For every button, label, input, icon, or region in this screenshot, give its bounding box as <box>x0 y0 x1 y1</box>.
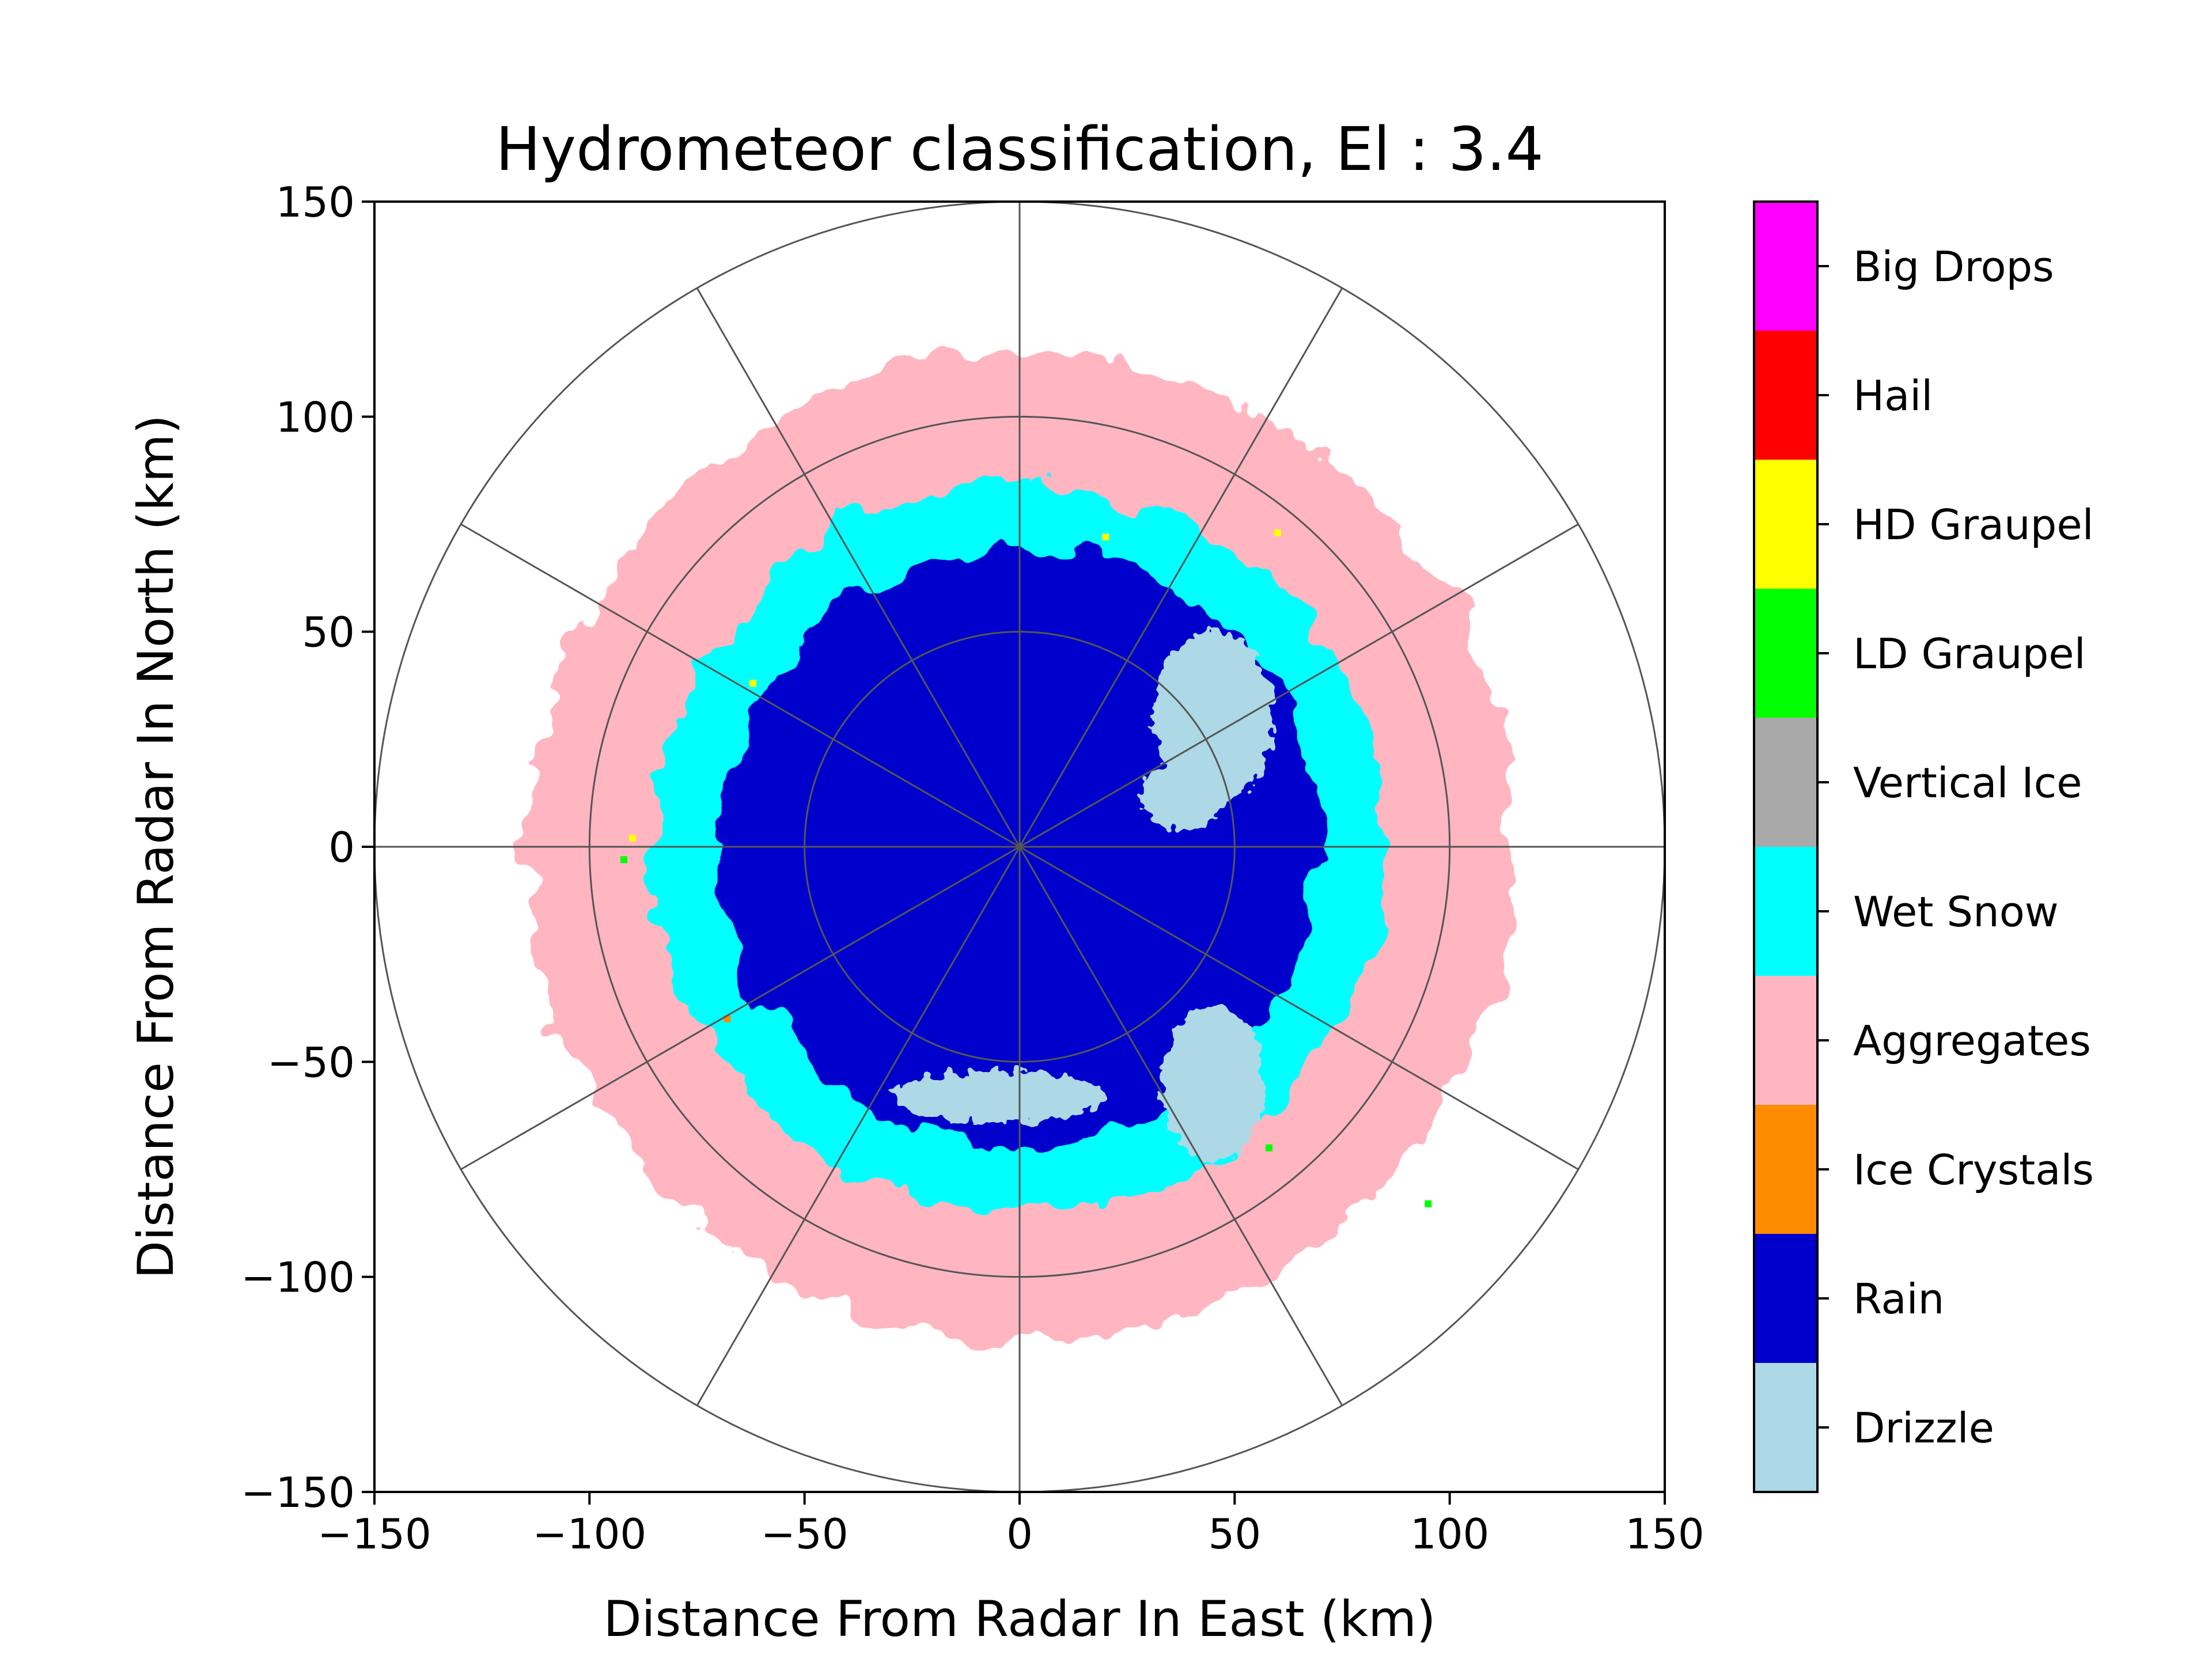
colorbar-swatch <box>1754 976 1817 1105</box>
y-tick-label: −150 <box>241 1468 355 1517</box>
colorbar-label: LD Graupel <box>1853 630 2086 678</box>
colorbar-label: Drizzle <box>1853 1404 1994 1452</box>
colorbar-label: Rain <box>1853 1275 1944 1323</box>
drizzle-patch <box>1140 760 1226 830</box>
azimuth-spoke <box>1019 523 1579 848</box>
x-axis-ticks: −150 −100 −50 0 50 100 150 <box>317 1492 1705 1558</box>
y-axis-ticks: −150 −100 −50 0 50 100 150 <box>241 178 374 1517</box>
colorbar-frame <box>1753 200 1819 1493</box>
graupel-speck <box>749 680 757 687</box>
drizzle-patch <box>1161 1006 1265 1161</box>
colorbar-swatch <box>1754 331 1817 460</box>
graupel-speck <box>1266 1144 1273 1152</box>
y-axis-label: Distance From Radar In North (km) <box>127 415 185 1279</box>
chart-title: Hydrometeor classification, El : 3.4 <box>495 114 1543 184</box>
x-tick-label: 50 <box>1209 1510 1262 1558</box>
colorbar-swatch <box>1754 202 1817 331</box>
azimuth-spoke <box>1018 287 1343 847</box>
y-tick-label: 100 <box>276 393 355 441</box>
x-axis-label: Distance From Radar In East (km) <box>603 1590 1435 1648</box>
y-tick-label: −100 <box>241 1253 355 1302</box>
colorbar: Drizzle Rain Ice Crystals Aggregates Wet Sno… <box>1753 200 2094 1493</box>
colorbar-swatch <box>1754 847 1817 976</box>
azimuth-spoke <box>1019 846 1579 1171</box>
y-tick-label: 50 <box>302 608 355 657</box>
x-tick-label: 150 <box>1625 1510 1704 1558</box>
x-tick-label: 100 <box>1410 1510 1489 1558</box>
graupel-speck <box>620 856 628 863</box>
colorbar-label: Aggregates <box>1853 1017 2091 1065</box>
colorbar-swatch <box>1754 1363 1817 1492</box>
x-tick-label: −100 <box>532 1510 646 1558</box>
plot-area <box>374 202 1665 1492</box>
azimuth-spoke <box>696 846 1021 1406</box>
azimuth-spoke <box>460 846 1020 1171</box>
colorbar-label: HD Graupel <box>1853 501 2094 549</box>
colorbar-swatch <box>1754 1234 1817 1363</box>
y-tick-label: 150 <box>276 178 355 226</box>
polar-grid <box>374 202 1665 1492</box>
y-tick-label: 0 <box>328 823 355 872</box>
colorbar-swatch <box>1754 1105 1817 1234</box>
graupel-speck <box>1274 529 1281 536</box>
x-tick-label: −150 <box>317 1510 431 1558</box>
azimuth-spoke <box>1018 846 1343 1406</box>
colorbar-label: Hail <box>1853 372 1933 420</box>
x-tick-label: −50 <box>761 1510 849 1558</box>
colorbar-swatch <box>1754 589 1817 718</box>
colorbar-swatch <box>1754 460 1817 589</box>
azimuth-spoke <box>696 287 1021 847</box>
y-tick-label: −50 <box>267 1038 355 1086</box>
drizzle-patch <box>891 1070 1106 1122</box>
azimuth-spoke <box>460 523 1020 848</box>
colorbar-label: Big Drops <box>1853 243 2054 291</box>
graupel-speck <box>1425 1200 1432 1207</box>
x-tick-label: 0 <box>1006 1510 1033 1558</box>
colorbar-label: Wet Snow <box>1853 888 2059 936</box>
graupel-speck <box>1102 533 1109 541</box>
colorbar-swatch <box>1754 718 1817 847</box>
drizzle-patch <box>1153 631 1274 804</box>
colorbar-label: Ice Crystals <box>1853 1146 2094 1194</box>
graupel-speck <box>629 835 636 842</box>
colorbar-label: Vertical Ice <box>1853 759 2082 807</box>
